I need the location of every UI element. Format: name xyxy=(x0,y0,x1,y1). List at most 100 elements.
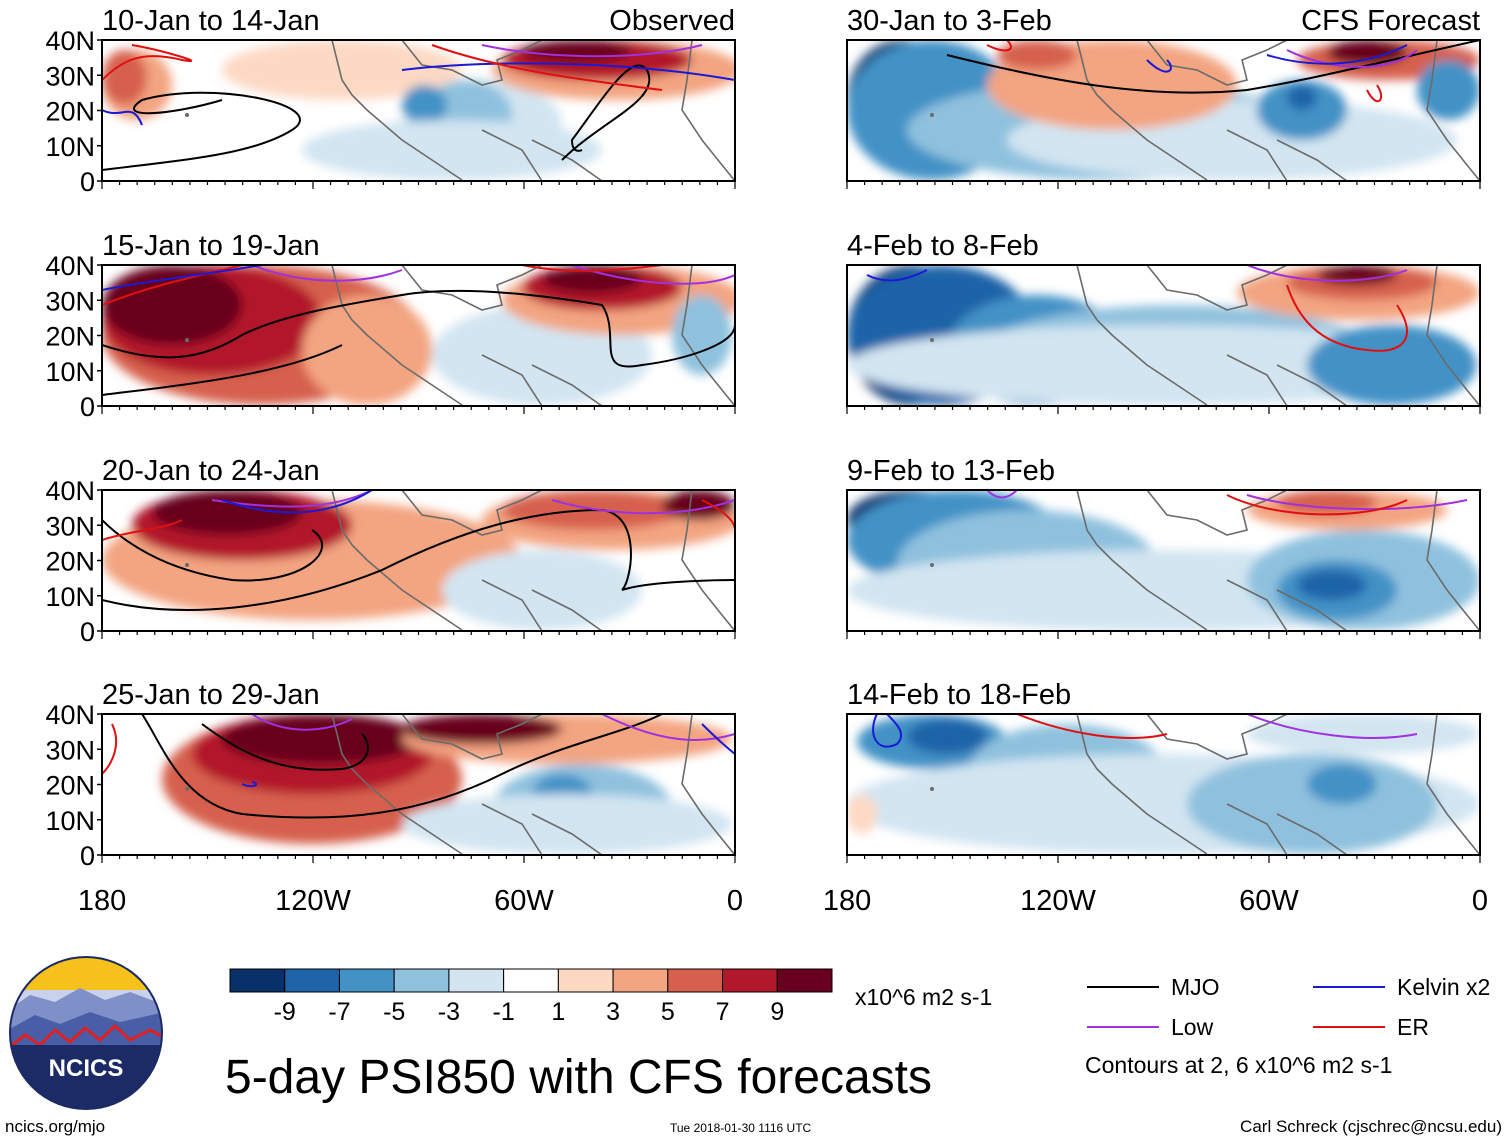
colorbar-swatch xyxy=(284,968,340,993)
contour-low xyxy=(251,265,403,282)
colorbar-swatch xyxy=(557,968,614,993)
y-tick-label: 20N xyxy=(45,97,95,127)
footer-author: Carl Schreck (cjschrec@ncsu.edu) xyxy=(1240,1117,1502,1136)
colorbar-tick: -1 xyxy=(493,998,515,1026)
contour-low xyxy=(1246,265,1408,282)
y-tick-label: 10N xyxy=(45,806,95,836)
colorbar-tick: 5 xyxy=(661,998,675,1026)
y-tick-label: 40N xyxy=(45,251,95,281)
contour-mjo xyxy=(561,64,651,161)
legend-label: ER xyxy=(1397,1014,1429,1040)
anomaly-shading xyxy=(442,550,642,630)
y-tick-label: 40N xyxy=(45,476,95,506)
y-tick-label: 20N xyxy=(45,771,95,801)
contour-er xyxy=(1286,284,1408,352)
y-tick-label: 10N xyxy=(45,582,95,612)
y-tick-label: 30N xyxy=(45,61,95,91)
contour-mjo xyxy=(102,508,735,611)
contour-low xyxy=(481,44,703,58)
contour-er xyxy=(521,265,663,272)
anomaly-shading xyxy=(522,40,632,62)
legend: MJO Kelvin x2 Low ER xyxy=(1087,974,1490,1040)
contour-kelvin-x- xyxy=(102,109,143,126)
colorbar-tick: -7 xyxy=(328,998,350,1026)
anomaly-shading xyxy=(102,50,147,105)
panel-title: 10-Jan to 14-Jan xyxy=(102,5,320,37)
anomaly-shading xyxy=(222,714,422,764)
contour-mjo xyxy=(946,40,1480,94)
y-tick-label: 10N xyxy=(45,132,95,162)
anomaly-shading xyxy=(672,295,732,375)
panel-source-tag: CFS Forecast xyxy=(1301,5,1480,37)
y-tick-label: 40N xyxy=(45,700,95,730)
anomaly-shading xyxy=(1287,85,1317,110)
anomaly-shading xyxy=(1417,60,1480,120)
x-tick-label: 120W xyxy=(1020,885,1096,917)
colorbar-tick: -9 xyxy=(274,998,296,1026)
panel-title: 20-Jan to 24-Jan xyxy=(102,455,320,487)
coastline xyxy=(185,490,735,631)
contour-kelvin-x- xyxy=(241,781,258,788)
x-tick-label: 60W xyxy=(494,885,554,917)
logo-text: NCICS xyxy=(49,1055,124,1082)
y-tick-label: 40N xyxy=(45,26,95,56)
panel-title: 4-Feb to 8-Feb xyxy=(847,230,1039,262)
coastline xyxy=(930,490,1480,631)
y-tick-label: 20N xyxy=(45,322,95,352)
x-tick-label: 0 xyxy=(1472,885,1488,917)
contour-mjo xyxy=(102,344,343,396)
contour-kelvin-x- xyxy=(866,269,928,282)
anomaly-shading xyxy=(1247,714,1480,754)
colorbar-tick: -5 xyxy=(383,998,405,1026)
contour-er xyxy=(431,44,663,91)
contour-er xyxy=(1226,494,1408,516)
contour-low xyxy=(1286,49,1418,68)
anomaly-shading xyxy=(542,265,642,293)
units-label: x10^6 m2 s-1 xyxy=(855,984,992,1010)
contour-kelvin-x- xyxy=(1146,59,1172,73)
colorbar-swatch xyxy=(229,968,286,993)
anomaly-shading xyxy=(662,490,735,520)
coastline xyxy=(185,714,735,855)
contour-low xyxy=(1246,494,1468,511)
anomaly-shading xyxy=(102,265,242,345)
contour-kelvin-x- xyxy=(401,62,735,81)
contour-low xyxy=(986,490,1018,499)
map-panels: 10-Jan to 14-Jan Observed40N30N20N10N015-… xyxy=(45,5,1488,917)
colorbar-tick: -3 xyxy=(438,998,460,1026)
contour-mjo xyxy=(141,714,663,819)
x-tick-label: 180 xyxy=(78,885,126,917)
contour-er xyxy=(986,40,1012,52)
x-tick-label: 0 xyxy=(727,885,743,917)
map-panel: 10-Jan to 14-Jan Observed 40N 30N 20N 10N 0 xyxy=(45,5,736,197)
colorbar-swatch xyxy=(776,968,833,993)
y-tick-label: 30N xyxy=(45,511,95,541)
coastline xyxy=(930,40,1480,181)
anomaly-shading xyxy=(402,714,562,744)
contour-mjo xyxy=(102,91,301,171)
coastline xyxy=(930,714,1480,855)
colorbar: -9 -7 -5 -3 -1 1 3 5 7 9 xyxy=(229,968,833,1026)
y-tick-label: 30N xyxy=(45,735,95,765)
anomaly-shading xyxy=(1187,754,1437,854)
contour-mjo xyxy=(102,289,735,368)
footer-timestamp: Tue 2018-01-30 1116 UTC xyxy=(670,1121,812,1135)
legend-label: MJO xyxy=(1171,974,1220,1000)
colorbar-tick: 9 xyxy=(770,998,784,1026)
x-tick-label: 120W xyxy=(275,885,351,917)
colorbar-swatch xyxy=(393,968,450,993)
colorbar-swatch xyxy=(612,968,669,993)
contour-er xyxy=(1366,84,1383,103)
contour-er xyxy=(102,519,183,541)
anomaly-shading xyxy=(1317,265,1397,285)
anomaly-shading xyxy=(222,40,462,100)
anomaly-shading xyxy=(847,794,877,834)
y-tick-label: 0 xyxy=(80,617,95,647)
map-panel: 14-Feb to 18-Feb 180 120W 60W 0 xyxy=(823,679,1488,917)
contour-mjo xyxy=(102,519,324,582)
anomaly-shading xyxy=(907,719,987,754)
figure-title: 5-day PSI850 with CFS forecasts xyxy=(225,1051,932,1104)
colorbar-tick: 1 xyxy=(551,998,565,1026)
colorbar-tick: 7 xyxy=(716,998,730,1026)
